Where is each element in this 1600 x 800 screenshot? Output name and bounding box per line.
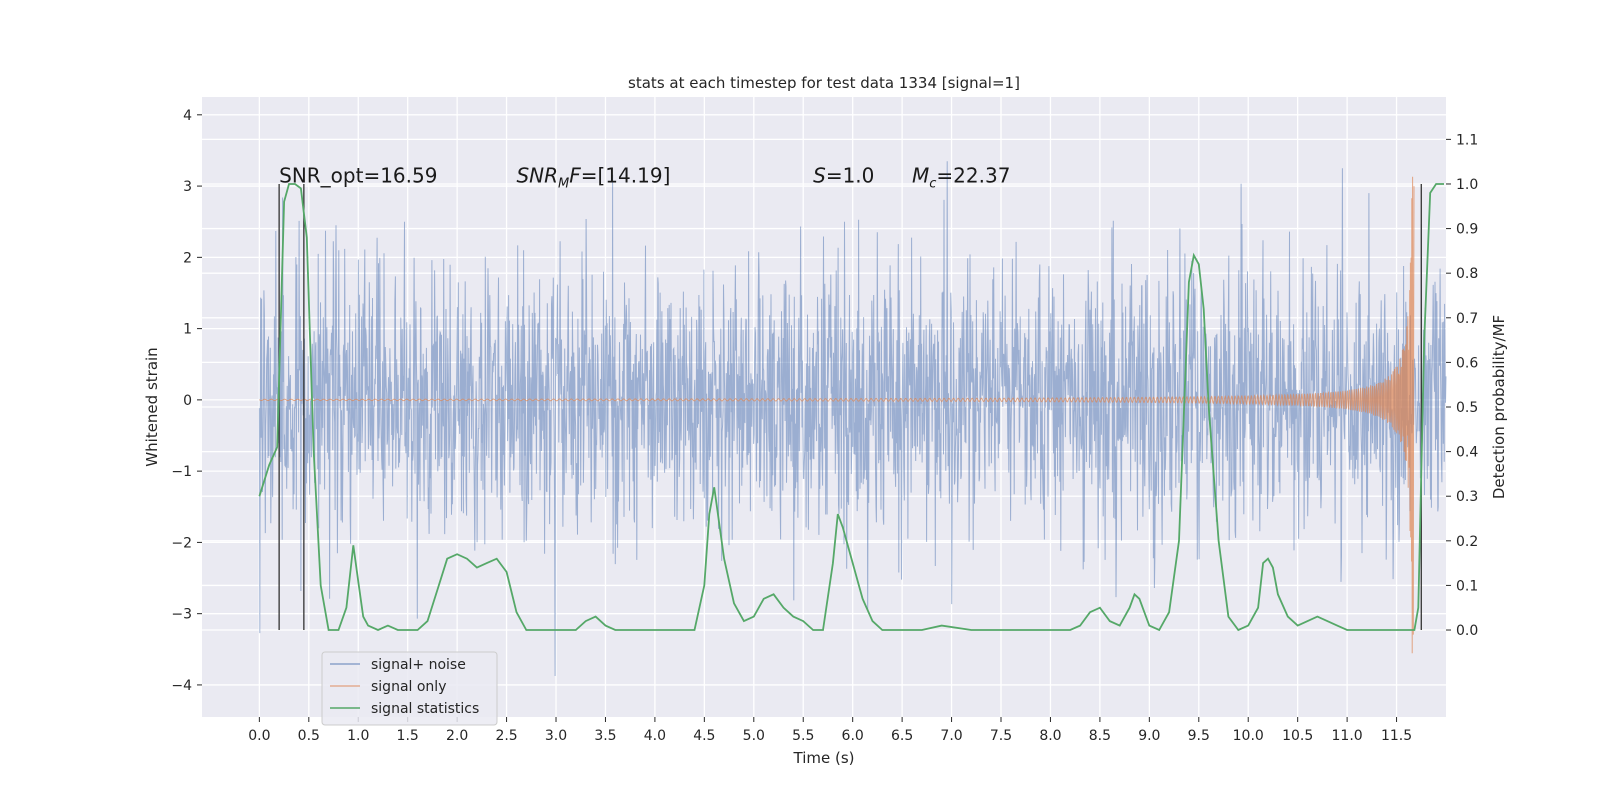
legend-box xyxy=(321,651,498,726)
y-tick-layer: 4 3 2 1 0 −1 −2 −3 −4 xyxy=(171,108,202,694)
x-tick-label: 6.5 xyxy=(891,728,913,744)
x-tick-label: 3.5 xyxy=(594,728,616,744)
x-tick-label: 4.5 xyxy=(693,728,715,744)
x-tick-label: 5.0 xyxy=(743,728,765,744)
y2-tick-label: 0.4 xyxy=(1456,445,1478,461)
legend-label-signal-statistics: signal statistics xyxy=(371,701,479,717)
y-tick-label: 2 xyxy=(183,250,192,266)
y-tick-label: −3 xyxy=(171,607,192,623)
x-tick-label: 1.0 xyxy=(347,728,369,744)
y2-tick-label: 0.3 xyxy=(1456,489,1478,505)
chirp-series-layer xyxy=(259,176,1415,654)
y-tick-label: −2 xyxy=(171,535,192,551)
x-tick-label: 9.5 xyxy=(1188,728,1210,744)
y2-tick-layer: 1.1 1.0 0.9 0.8 0.7 0.6 0.5 0.4 0.3 0.2 0.1 0.0 xyxy=(1446,132,1478,639)
y-tick-label: −4 xyxy=(171,678,192,694)
y2-tick-label: 0.5 xyxy=(1456,400,1478,416)
x-tick-label: 11.5 xyxy=(1381,728,1412,744)
x-tick-label: 7.5 xyxy=(990,728,1012,744)
x-tick-label: 6.0 xyxy=(842,728,864,744)
y-axis-label: Whitened strain xyxy=(143,347,161,466)
series-signal-only xyxy=(259,176,1415,654)
y2-axis-label: Detection probability/MF xyxy=(1490,315,1508,499)
chart-title: stats at each timestep for test data 133… xyxy=(628,74,1020,92)
stats-series-layer xyxy=(258,183,1444,632)
annotation-1: SNRMF=[14.19] xyxy=(516,164,670,192)
x-tick-label: 9.0 xyxy=(1138,728,1160,744)
y2-tick-label: 0.2 xyxy=(1456,534,1478,550)
y2-tick-label: 0.6 xyxy=(1456,355,1478,371)
y2-tick-label: 1.0 xyxy=(1456,177,1478,193)
y-tick-label: 3 xyxy=(183,179,192,195)
x-tick-label: 0.0 xyxy=(248,728,270,744)
x-tick-label: 5.5 xyxy=(792,728,814,744)
x-tick-label: 0.5 xyxy=(298,728,320,744)
x-tick-label: 10.5 xyxy=(1282,728,1313,744)
x-tick-label: 4.0 xyxy=(644,728,666,744)
series-signal-statistics xyxy=(258,183,1444,632)
x-tick-label: 10.0 xyxy=(1233,728,1264,744)
annotation-layer: SNR_opt=16.59 SNRMF=[14.19] S=1.0 Mc=22.37 xyxy=(279,164,1010,192)
x-tick-label: 8.5 xyxy=(1089,728,1111,744)
legend-label-signal-noise: signal+ noise xyxy=(371,657,466,673)
legend: signal+ noise signal only signal statist… xyxy=(321,651,498,726)
x-axis-label: Time (s) xyxy=(793,749,855,767)
legend-label-signal-only: signal only xyxy=(371,679,446,695)
y2-tick-label: 0.7 xyxy=(1456,311,1478,327)
series-signal-noise xyxy=(258,161,1447,677)
annotation-2: S=1.0 xyxy=(813,164,874,188)
y-tick-label: −1 xyxy=(171,464,192,480)
x-tick-label: 2.5 xyxy=(495,728,517,744)
y-tick-label: 1 xyxy=(183,322,192,338)
annotation-3: Mc=22.37 xyxy=(912,164,1010,192)
y2-tick-label: 0.8 xyxy=(1456,266,1478,282)
x-tick-label: 3.0 xyxy=(545,728,567,744)
annotation-0: SNR_opt=16.59 xyxy=(279,164,437,188)
x-tick-label: 11.0 xyxy=(1332,728,1363,744)
y-tick-label: 0 xyxy=(183,393,192,409)
y2-tick-label: 1.1 xyxy=(1456,132,1478,148)
y2-tick-label: 0.0 xyxy=(1456,623,1478,639)
x-tick-label: 2.0 xyxy=(446,728,468,744)
x-tick-label: 1.5 xyxy=(397,728,419,744)
x-tick-layer: 0.0 0.5 1.0 1.5 2.0 2.5 3.0 3.5 4.0 4.5 5.0 5.5 6.0 6… xyxy=(248,717,1412,744)
x-tick-label: 8.0 xyxy=(1039,728,1061,744)
x-tick-label: 7.0 xyxy=(940,728,962,744)
y-tick-label: 4 xyxy=(183,108,192,124)
y2-tick-label: 0.1 xyxy=(1456,578,1478,594)
noise-series-layer xyxy=(258,161,1447,677)
y2-tick-label: 0.9 xyxy=(1456,222,1478,238)
